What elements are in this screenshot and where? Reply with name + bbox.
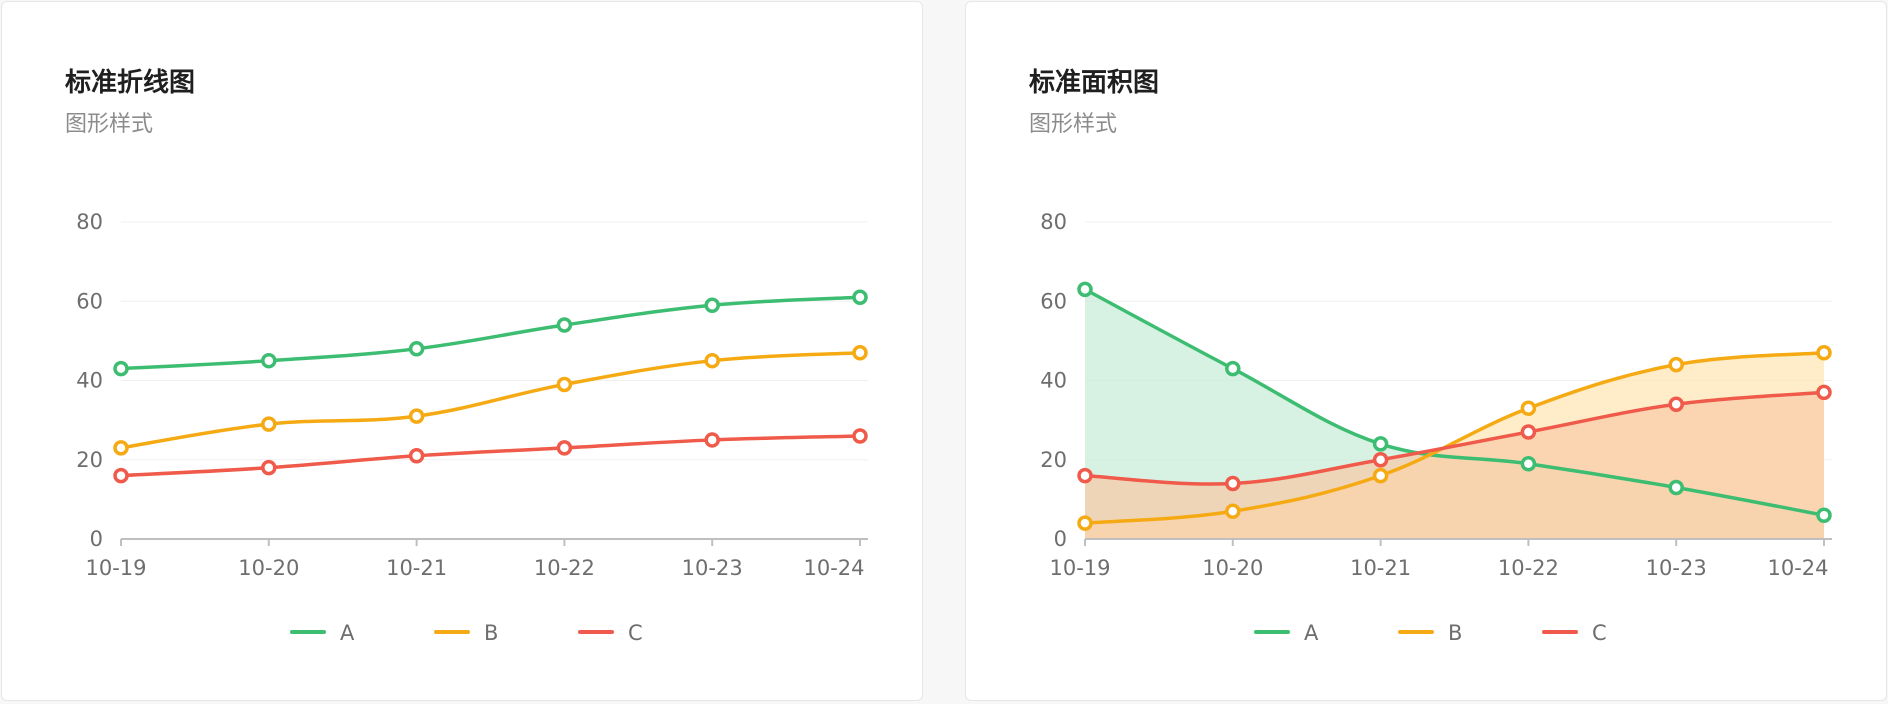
data-point-b bbox=[1816, 345, 1832, 361]
data-point-a bbox=[1520, 455, 1537, 472]
data-point-a bbox=[1816, 507, 1832, 523]
legend-label-a: A bbox=[340, 621, 355, 645]
legend-label-b: B bbox=[1448, 621, 1462, 645]
area-fill-a bbox=[1085, 289, 1824, 539]
x-tick-label: 10-24 bbox=[803, 556, 864, 580]
line-chart-title: 标准折线图 bbox=[65, 68, 196, 98]
series-line-a bbox=[119, 295, 862, 371]
data-point-b bbox=[113, 440, 129, 456]
data-point-c bbox=[704, 432, 720, 448]
x-tick-label: 10-22 bbox=[1498, 556, 1559, 580]
x-tick-label: 10-19 bbox=[85, 556, 146, 580]
line-chart: 0 20 40 60 80 10-19 10-20 10-21 10-22 10-23 10-24 A… bbox=[76, 210, 868, 645]
series-line-c bbox=[1083, 390, 1826, 486]
y-tick-label: 60 bbox=[1040, 289, 1067, 313]
x-tick-label: 10-21 bbox=[1350, 556, 1411, 580]
area-chart-title: 标准面积图 bbox=[1029, 68, 1160, 98]
x-tick-label: 10-22 bbox=[534, 556, 595, 580]
x-tick-label: 10-23 bbox=[1646, 556, 1707, 580]
data-point-a bbox=[1372, 436, 1389, 452]
data-point-b bbox=[556, 376, 573, 393]
data-point-c bbox=[261, 459, 277, 476]
legend-label-c: C bbox=[628, 621, 643, 645]
y-tick-label: 0 bbox=[90, 527, 103, 551]
y-tick-label: 40 bbox=[1040, 369, 1067, 393]
data-point-a bbox=[1225, 360, 1241, 377]
data-point-b bbox=[1077, 515, 1093, 531]
line-chart-subtitle: 图形样式 bbox=[65, 112, 154, 137]
area-chart-card: 标准面积图 图形样式 0 20 40 60 80 10-19 10-20 10-21 10-22… bbox=[965, 1, 1887, 701]
data-point-c bbox=[1372, 452, 1389, 468]
data-point-a bbox=[556, 317, 573, 333]
x-tick-label: 10-20 bbox=[1202, 556, 1263, 580]
data-point-b bbox=[1520, 400, 1537, 416]
data-point-b bbox=[1372, 467, 1389, 484]
series-line-b bbox=[119, 351, 862, 450]
data-point-b bbox=[261, 416, 277, 432]
data-point-c bbox=[1816, 384, 1832, 401]
area-fill-c bbox=[1085, 392, 1824, 539]
y-tick-label: 60 bbox=[76, 289, 103, 313]
data-point-a bbox=[704, 297, 720, 313]
y-tick-label: 20 bbox=[76, 448, 103, 472]
legend-label-c: C bbox=[1592, 621, 1607, 645]
data-point-c bbox=[852, 428, 868, 444]
data-point-a bbox=[852, 289, 868, 306]
data-point-c bbox=[556, 440, 573, 456]
y-tick-label: 40 bbox=[76, 369, 103, 393]
x-tick-label: 10-23 bbox=[682, 556, 743, 580]
x-tick-label: 10-21 bbox=[386, 556, 447, 580]
legend-label-a: A bbox=[1304, 621, 1319, 645]
data-point-c bbox=[408, 448, 425, 464]
data-point-b bbox=[704, 352, 720, 369]
y-tick-label: 80 bbox=[76, 210, 103, 234]
data-point-c bbox=[113, 467, 129, 484]
data-point-a bbox=[261, 352, 277, 369]
data-point-b bbox=[408, 408, 425, 424]
y-tick-label: 20 bbox=[1040, 448, 1067, 472]
series-line-c bbox=[119, 434, 862, 478]
data-point-b bbox=[1668, 356, 1684, 373]
y-tick-label: 0 bbox=[1054, 527, 1067, 551]
data-point-a bbox=[408, 341, 425, 357]
data-point-c bbox=[1520, 424, 1537, 440]
data-point-a bbox=[113, 360, 129, 377]
line-chart-card: 标准折线图 图形样式 0 20 40 60 80 10-19 10-20 10-21 10-22… bbox=[1, 1, 923, 701]
series-line-b bbox=[1083, 351, 1826, 525]
data-point-b bbox=[852, 345, 868, 361]
area-chart: 0 20 40 60 80 10-19 10-20 10-21 10-22 10-23 10-24 A… bbox=[1040, 210, 1832, 645]
x-tick-label: 10-19 bbox=[1049, 556, 1110, 580]
x-tick-label: 10-24 bbox=[1767, 556, 1828, 580]
legend-label-b: B bbox=[484, 621, 498, 645]
data-point-a bbox=[1077, 281, 1093, 298]
series-line-a bbox=[1083, 287, 1826, 517]
y-tick-label: 80 bbox=[1040, 210, 1067, 234]
data-point-a bbox=[1668, 479, 1684, 496]
data-point-c bbox=[1225, 475, 1241, 492]
area-chart-subtitle: 图形样式 bbox=[1029, 112, 1118, 137]
data-point-b bbox=[1225, 503, 1241, 520]
data-point-c bbox=[1077, 467, 1093, 484]
data-point-c bbox=[1668, 396, 1684, 413]
x-tick-label: 10-20 bbox=[238, 556, 299, 580]
